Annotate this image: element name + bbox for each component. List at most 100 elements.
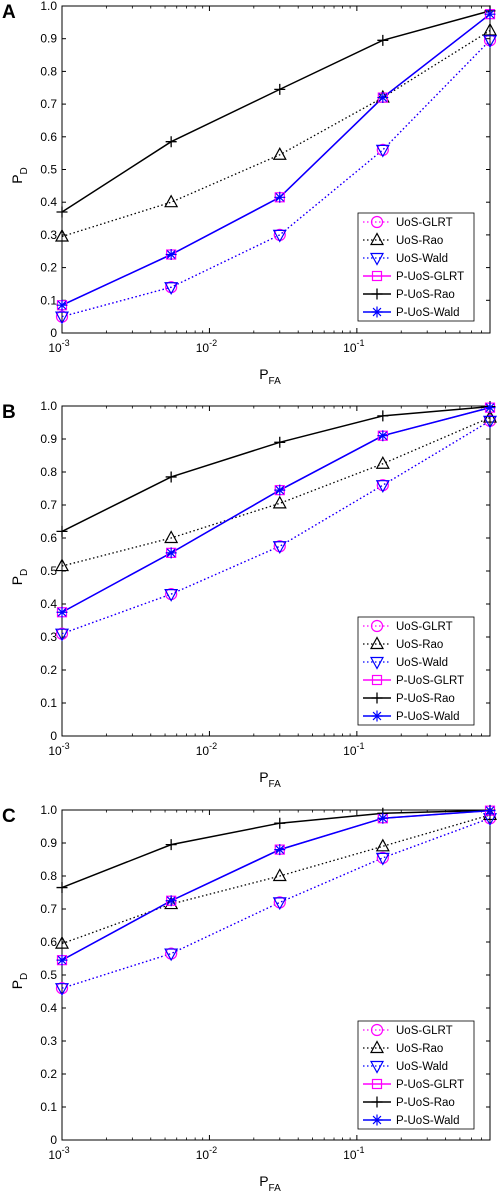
- point-p-uos-rao: [377, 34, 389, 46]
- legend-marker: [371, 1114, 383, 1126]
- point-uos-wald: [54, 628, 70, 642]
- x-tick-exponent: -3: [62, 1145, 70, 1155]
- legend-label: UoS-Wald: [396, 657, 448, 669]
- legend-marker: [369, 252, 385, 266]
- x-tick-exponent: -1: [357, 741, 365, 751]
- y-axis-label-sub: D: [19, 973, 30, 980]
- y-tick-label: 0.5: [40, 564, 57, 578]
- y-tick-label: 1.0: [40, 803, 57, 817]
- legend-marker: [369, 1060, 385, 1074]
- point-uos-wald: [375, 144, 390, 158]
- point-uos-rao: [375, 455, 390, 469]
- legend-marker: [371, 1096, 383, 1108]
- legend-marker: [370, 619, 384, 633]
- series-line-uos-rao: [61, 416, 491, 567]
- x-tick-label: 10-3: [48, 338, 69, 355]
- legend-label: P-UoS-Wald: [396, 711, 459, 723]
- legend-box: [357, 1020, 475, 1130]
- x-tick-base: 10: [343, 744, 357, 758]
- x-tick-label: 10-3: [48, 741, 69, 758]
- point-uos-rao: [272, 147, 287, 160]
- point-p-uos-wald: [56, 954, 68, 966]
- legend-marker: [371, 710, 383, 722]
- chart-panel-b: B00.10.20.30.40.50.60.70.80.91.010-3 10-2…: [2, 399, 498, 790]
- x-tick-base: 10: [343, 1148, 357, 1162]
- legend-label: UoS-GLRT: [396, 621, 453, 633]
- y-tick-label: 0.8: [40, 465, 57, 479]
- legend-label: UoS-GLRT: [396, 217, 453, 229]
- legend-label: P-UoS-Wald: [396, 307, 459, 319]
- point-uos-wald: [272, 897, 287, 911]
- legend-box: [357, 616, 475, 726]
- series-line-uos-rao: [61, 29, 491, 238]
- legend-label: P-UoS-GLRT: [396, 271, 464, 283]
- x-tick-base: 10: [196, 1148, 210, 1162]
- point-p-uos-wald: [377, 92, 389, 104]
- point-p-uos-wald: [274, 191, 286, 203]
- point-p-uos-rao: [274, 83, 286, 95]
- point-p-uos-wald: [484, 8, 496, 20]
- legend-label: P-UoS-Rao: [396, 693, 455, 705]
- point-uos-wald: [164, 282, 179, 295]
- point-uos-rao: [164, 194, 179, 208]
- y-tick-label: 0.1: [40, 696, 57, 710]
- x-axis-label: PFA: [259, 769, 281, 790]
- series-line-p-uos-rao: [61, 10, 491, 213]
- y-axis-label: PD: [9, 569, 30, 586]
- x-tick-base: 10: [196, 341, 210, 355]
- point-p-uos-wald: [56, 606, 68, 618]
- x-axis-label-main: P: [259, 366, 268, 382]
- x-tick-base: 10: [343, 341, 357, 355]
- y-tick-label: 0.3: [40, 630, 57, 644]
- y-axis-label-sub: D: [19, 569, 30, 576]
- point-uos-rao: [375, 838, 390, 852]
- x-axis-label: PFA: [259, 1173, 281, 1192]
- series-line-uos-wald: [61, 817, 491, 989]
- y-tick-label: 0: [50, 326, 57, 340]
- legend-label: P-UoS-GLRT: [396, 675, 464, 687]
- point-p-uos-wald: [274, 844, 286, 856]
- y-tick-label: 0.7: [40, 498, 57, 512]
- y-tick-label: 0: [50, 729, 57, 743]
- x-tick-base: 10: [48, 341, 62, 355]
- y-tick-label: 0.7: [40, 97, 57, 111]
- y-axis-label-main: P: [9, 174, 25, 183]
- point-p-uos-rao: [165, 136, 177, 148]
- legend: UoS-GLRT UoS-Rao UoS-Wald P-UoS-GLRT P-UoS-R…: [357, 1020, 475, 1130]
- point-p-uos-rao: [56, 206, 68, 218]
- x-axis-label-main: P: [259, 769, 268, 785]
- y-axis-label-sub: D: [19, 167, 30, 174]
- legend-label: UoS-Rao: [396, 639, 443, 651]
- legend-label: P-UoS-Rao: [396, 289, 455, 301]
- y-tick-label: 0.9: [40, 432, 57, 446]
- x-tick-exponent: -2: [209, 1145, 217, 1155]
- point-p-uos-rao: [165, 471, 177, 483]
- point-p-uos-rao: [274, 436, 286, 448]
- y-tick-label: 1.0: [40, 399, 57, 413]
- legend-marker: [371, 306, 383, 318]
- legend-marker: [371, 1078, 383, 1090]
- point-uos-rao: [54, 935, 70, 949]
- x-tick-label: 10-3: [48, 1145, 69, 1162]
- point-uos-wald: [54, 311, 70, 325]
- legend-marker: [369, 656, 385, 670]
- panel-letter: C: [2, 806, 16, 827]
- point-p-uos-wald: [165, 895, 177, 907]
- y-tick-label: 0.4: [40, 195, 57, 209]
- y-tick-label: 0.3: [40, 228, 57, 242]
- x-tick-exponent: -3: [62, 338, 70, 348]
- y-tick-label: 0.5: [40, 163, 57, 177]
- x-axis-label-sub: FA: [269, 1183, 282, 1192]
- series-line-p-uos-wald: [61, 406, 491, 613]
- legend-label: UoS-Rao: [396, 235, 443, 247]
- point-p-uos-wald: [274, 484, 286, 496]
- x-tick-label: 10-2: [196, 1145, 217, 1162]
- point-uos-wald: [272, 229, 287, 243]
- point-uos-wald: [272, 541, 287, 555]
- y-tick-label: 0.1: [40, 293, 57, 307]
- legend-marker: [370, 215, 384, 229]
- legend-label: UoS-Wald: [396, 253, 448, 265]
- chart-panel-a: A00.10.20.30.40.50.60.70.80.91.010-3 10-2…: [2, 0, 498, 387]
- point-uos-wald: [482, 415, 498, 429]
